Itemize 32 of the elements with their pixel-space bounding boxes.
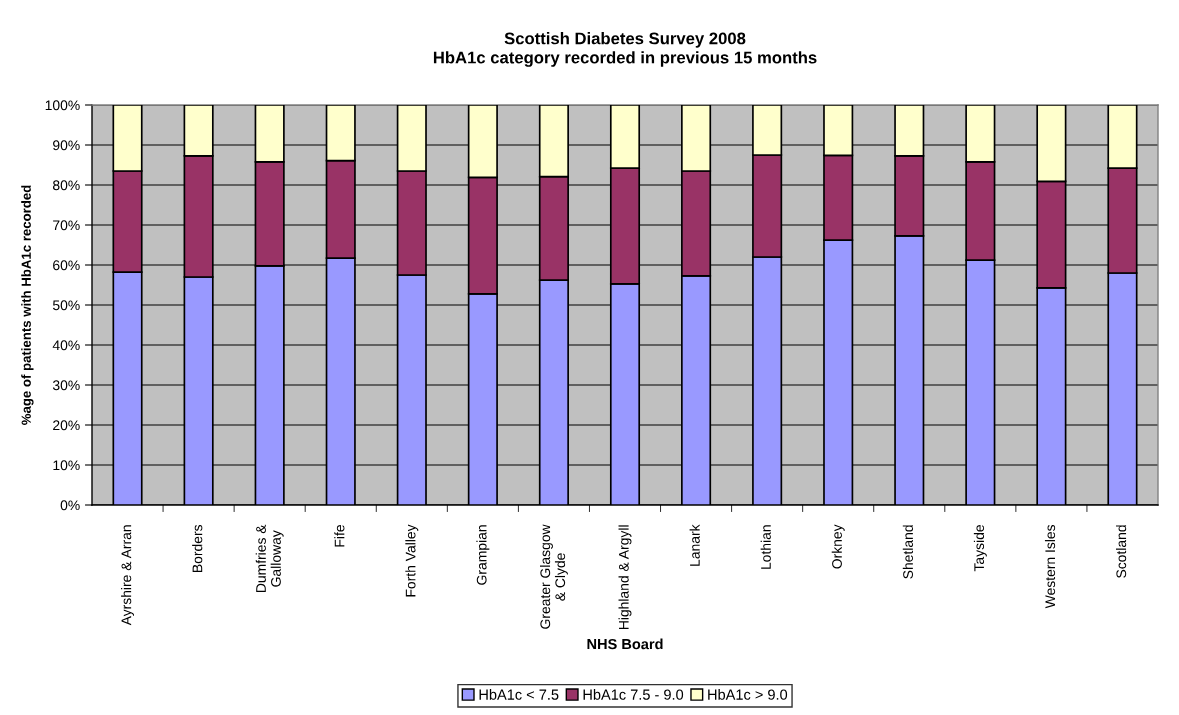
x-tick-label: Scotland [1115,525,1127,578]
y-tick-label: 0% [60,500,80,511]
y-axis-title: %age of patients with HbA1c recorded [21,185,34,425]
y-tick-label: 80% [53,180,80,191]
x-tick-label: Dumfries & Galloway [255,524,284,592]
legend-label: HbA1c > 9.0 [708,689,788,700]
chart-title: Scottish Diabetes Survey 2008 HbA1c category recorded in previous 15 months [433,32,817,67]
x-axis-title: NHS Board [587,638,663,650]
x-tick-label: Lothian [760,525,771,569]
x-tick-label: Lanark [689,524,700,566]
y-tick-label: 60% [53,260,80,271]
y-tick-label: 10% [53,460,80,471]
x-tick-label: Greater Glasgow & Clyde [539,524,568,629]
y-tick-label: 20% [53,420,80,431]
x-tick-label: Ayrshire & Arran [121,525,135,626]
x-tick-label: Grampian [476,525,490,585]
legend-label: HbA1c 7.5 - 9.0 [583,689,684,700]
x-tick-label: Forth Valley [405,524,419,597]
x-tick-label: Western Isles [1044,524,1056,609]
y-tick-label: 70% [53,220,80,231]
x-tick-label: Highland & Argyll [618,525,632,630]
x-tick-label: Borders [192,524,203,572]
y-tick-label: 50% [52,300,80,311]
x-tick-label: Tayside [973,525,987,572]
y-tick-label: 90% [53,140,80,151]
x-tick-label: Shetland [902,525,913,579]
y-tick-label: 30% [52,380,80,391]
x-tick-label: Fife [334,525,345,547]
x-tick-label: Orkney [831,524,845,569]
y-tick-label: 40% [52,340,80,351]
y-tick-label: 100% [45,100,80,111]
legend-label: HbA1c < 7.5 [479,689,559,700]
